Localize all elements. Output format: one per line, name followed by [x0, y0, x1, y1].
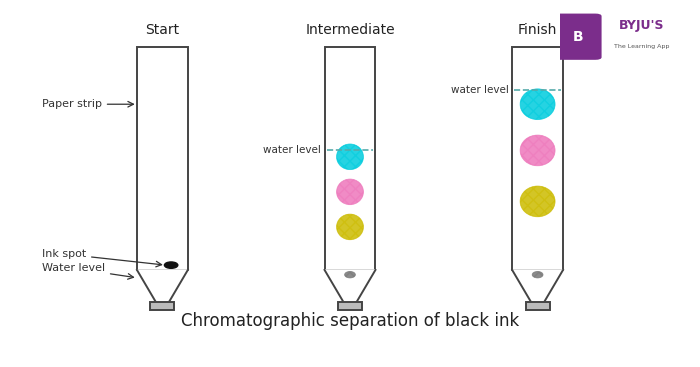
- Ellipse shape: [337, 179, 363, 204]
- Ellipse shape: [532, 272, 543, 278]
- Text: Start: Start: [146, 23, 179, 37]
- Text: Finish: Finish: [518, 23, 557, 37]
- Bar: [338, 302, 362, 310]
- Ellipse shape: [344, 272, 356, 278]
- Text: BYJU'S: BYJU'S: [619, 19, 665, 32]
- Text: Ink spot: Ink spot: [42, 249, 162, 267]
- Bar: [150, 302, 174, 310]
- Bar: [137, 47, 188, 270]
- Polygon shape: [137, 270, 188, 302]
- Bar: [526, 302, 550, 310]
- Ellipse shape: [520, 186, 555, 217]
- Text: Water level: Water level: [42, 264, 134, 279]
- Text: Chromatographic separation of black ink: Chromatographic separation of black ink: [181, 312, 519, 330]
- Text: B: B: [573, 30, 583, 44]
- FancyBboxPatch shape: [554, 14, 601, 60]
- Ellipse shape: [337, 144, 363, 170]
- Polygon shape: [325, 270, 375, 302]
- Text: The Learning App: The Learning App: [614, 44, 670, 50]
- Text: Paper strip: Paper strip: [42, 99, 134, 109]
- Bar: [512, 47, 563, 270]
- Ellipse shape: [520, 89, 555, 120]
- Ellipse shape: [337, 214, 363, 240]
- Text: water level: water level: [451, 85, 509, 95]
- Polygon shape: [512, 270, 563, 302]
- Bar: [325, 47, 375, 270]
- Ellipse shape: [520, 135, 555, 166]
- Circle shape: [164, 262, 178, 268]
- Text: Intermediate: Intermediate: [305, 23, 395, 37]
- Text: water level: water level: [263, 145, 321, 156]
